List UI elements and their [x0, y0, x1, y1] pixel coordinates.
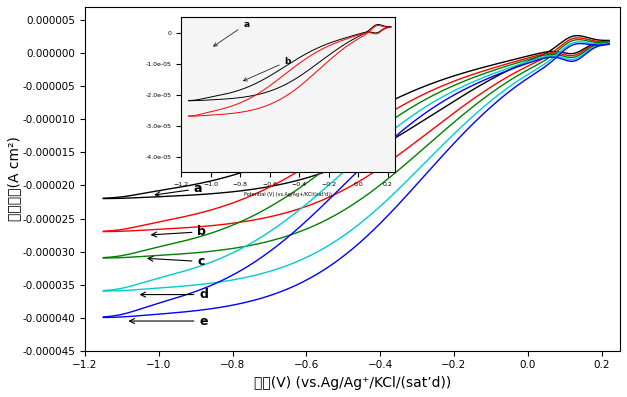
Text: a: a: [155, 182, 203, 197]
Text: c: c: [148, 255, 205, 268]
Y-axis label: 전류밀도(A cm²): 전류밀도(A cm²): [7, 137, 21, 221]
X-axis label: 전위(V) (vs.Ag/Ag⁺/KCl/(sat’d)): 전위(V) (vs.Ag/Ag⁺/KCl/(sat’d)): [254, 376, 451, 390]
Text: d: d: [140, 288, 208, 301]
Text: e: e: [130, 314, 208, 328]
Text: b: b: [152, 225, 206, 238]
